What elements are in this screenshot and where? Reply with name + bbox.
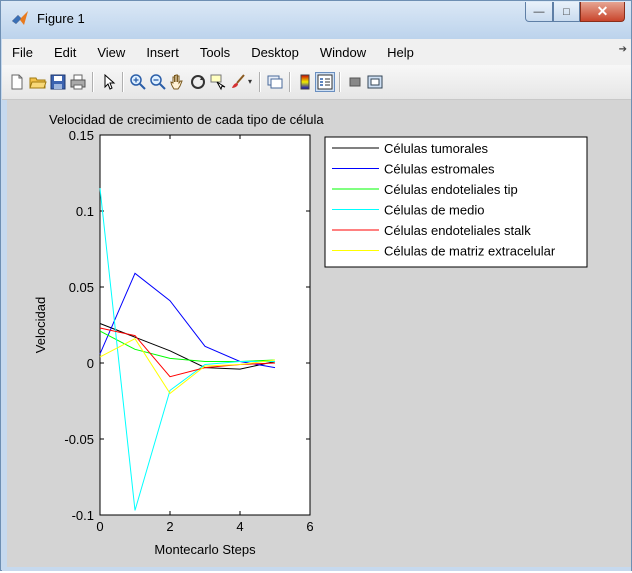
menu-bar: File Edit View Insert Tools Desktop Wind… xyxy=(2,39,631,65)
close-button[interactable]: ✕ xyxy=(580,2,625,22)
menu-insert[interactable]: Insert xyxy=(146,44,179,60)
menu-view[interactable]: View xyxy=(97,44,126,60)
print-icon[interactable] xyxy=(69,73,87,91)
dock-arrow-icon[interactable]: ➔ xyxy=(618,44,627,55)
menu-edit[interactable]: Edit xyxy=(53,44,77,60)
y-tick-label: -0.1 xyxy=(72,508,94,523)
rotate-3d-icon[interactable] xyxy=(189,73,207,91)
data-cursor-icon[interactable] xyxy=(209,73,227,91)
legend-entry-5: Células de matriz extracelular xyxy=(384,244,556,259)
toolbar-separator xyxy=(92,72,94,92)
open-file-icon[interactable] xyxy=(29,73,47,91)
toolbar-separator xyxy=(339,72,341,92)
toolbar-separator xyxy=(289,72,291,92)
y-tick-label: 0.1 xyxy=(76,204,94,219)
legend-entry-4: Células endoteliales stalk xyxy=(384,223,531,238)
axis-ticks: 0 2 4 6 -0.1 -0.05 0 0.05 0.1 0.15 xyxy=(64,128,313,534)
figure-toolbar: ▾ xyxy=(2,65,631,100)
series-line-5 xyxy=(99,338,276,395)
menu-window[interactable]: Window xyxy=(319,44,367,60)
toolbar-separator xyxy=(122,72,124,92)
close-icon: ✕ xyxy=(596,3,609,19)
menu-tools[interactable]: Tools xyxy=(199,44,231,60)
series-lines xyxy=(99,188,276,511)
axes-box xyxy=(99,134,311,516)
legend-entry-0: Células tumorales xyxy=(384,141,489,156)
zoom-out-icon[interactable] xyxy=(149,73,167,91)
x-axis-label: Montecarlo Steps xyxy=(154,542,256,557)
title-bar[interactable]: Figure 1 — □ ✕ xyxy=(1,1,631,39)
window-title: Figure 1 xyxy=(37,11,85,26)
pan-hand-icon[interactable] xyxy=(169,73,187,91)
legend-box xyxy=(324,136,588,268)
x-tick-label: 6 xyxy=(306,519,313,534)
zoom-in-icon[interactable] xyxy=(129,73,147,91)
y-axis-label: Velocidad xyxy=(33,297,48,353)
brush-dropdown-icon[interactable]: ▾ xyxy=(248,77,253,86)
figure-canvas: Velocidad de crecimiento de cada tipo de… xyxy=(7,100,631,568)
menu-desktop[interactable]: Desktop xyxy=(251,44,299,60)
maximize-button[interactable]: □ xyxy=(553,2,580,22)
series-line-1 xyxy=(99,272,276,369)
menu-file[interactable]: File xyxy=(12,44,33,60)
legend-entry-2: Células endoteliales tip xyxy=(384,182,518,197)
series-line-0 xyxy=(99,323,276,370)
window-bottom-border xyxy=(2,567,631,571)
link-plot-icon[interactable] xyxy=(266,73,284,91)
y-tick-label: -0.05 xyxy=(64,432,94,447)
menu-help[interactable]: Help xyxy=(387,44,414,60)
colorbar-icon[interactable] xyxy=(296,73,314,91)
show-plot-tools-icon[interactable] xyxy=(366,73,384,91)
y-tick-label: 0.05 xyxy=(69,280,94,295)
maximize-icon: □ xyxy=(563,5,570,18)
edit-plot-arrow-icon[interactable] xyxy=(100,73,118,91)
hide-plot-tools-icon[interactable] xyxy=(346,73,364,91)
minimize-icon: — xyxy=(533,5,545,18)
legend-entry-3: Células de medio xyxy=(384,203,484,218)
save-icon[interactable] xyxy=(49,73,67,91)
legend-entry-1: Células estromales xyxy=(384,162,495,177)
matlab-logo-icon xyxy=(12,11,28,25)
legend-icon[interactable] xyxy=(315,72,335,92)
chart-title: Velocidad de crecimiento de cada tipo de… xyxy=(49,112,324,127)
brush-icon[interactable] xyxy=(229,73,247,91)
legend[interactable]: Células tumorales Células estromales Célul… xyxy=(324,136,588,268)
y-tick-label: 0.15 xyxy=(69,128,94,143)
toolbar-separator xyxy=(259,72,261,92)
plot-svg: Velocidad de crecimiento de cada tipo de… xyxy=(33,112,588,557)
x-tick-label: 2 xyxy=(166,519,173,534)
series-line-3 xyxy=(99,188,275,511)
x-tick-label: 4 xyxy=(236,519,243,534)
x-tick-label: 0 xyxy=(96,519,103,534)
new-figure-icon[interactable] xyxy=(8,73,26,91)
y-tick-label: 0 xyxy=(87,356,94,371)
minimize-button[interactable]: — xyxy=(525,2,553,22)
